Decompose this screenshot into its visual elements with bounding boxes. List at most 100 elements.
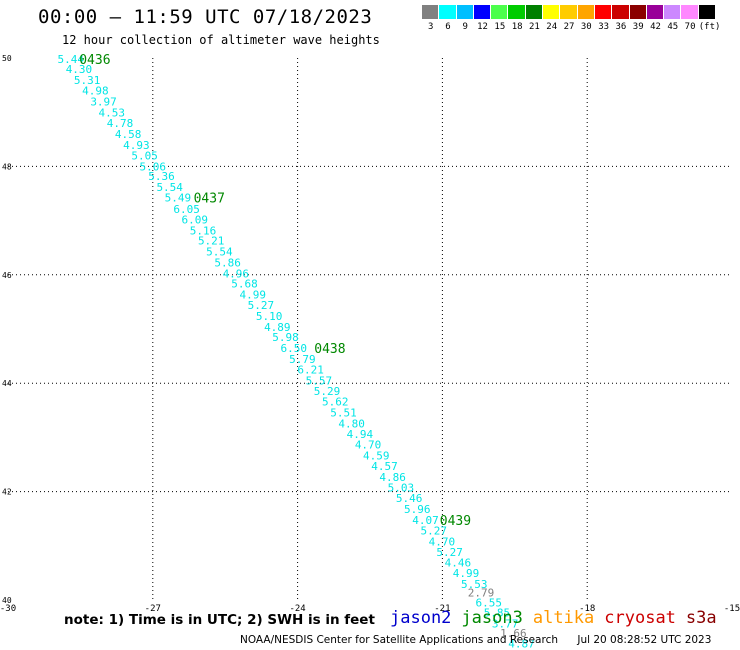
- wave-height-value: 5.54: [206, 246, 233, 259]
- wave-height-value: 5.29: [314, 385, 341, 398]
- color-legend-label: 33: [598, 22, 610, 32]
- wave-height-value: 4.94: [347, 428, 374, 441]
- color-legend-label: 39: [632, 22, 644, 32]
- color-swatch: [646, 5, 665, 19]
- wave-height-value: 6.55: [475, 596, 502, 609]
- chart-title: 00:00 – 11:59 UTC 07/18/2023: [38, 6, 373, 28]
- y-tick-label: 46: [2, 271, 12, 280]
- wave-height-value: 4.07: [412, 514, 439, 527]
- x-tick-label: -18: [579, 604, 595, 614]
- wave-height-value: 4.87: [508, 637, 535, 650]
- color-legend-label: 21: [529, 22, 540, 32]
- color-swatch: [491, 5, 509, 19]
- y-tick-label: 50: [2, 54, 12, 63]
- wave-height-value: 6.50: [280, 342, 307, 355]
- color-swatch: [508, 5, 526, 19]
- x-tick-label: -24: [289, 604, 305, 614]
- wave-height-value: 4.70: [429, 536, 456, 549]
- wave-height-value: 4.80: [338, 417, 365, 430]
- color-swatch: [612, 5, 630, 19]
- time-annotation: 0438: [314, 342, 345, 357]
- color-legend-label: 6: [445, 22, 451, 32]
- color-swatch: [698, 5, 717, 19]
- wave-height-value: 5.57: [306, 375, 333, 388]
- color-swatch: [594, 5, 613, 19]
- wave-height-value: 4.58: [115, 128, 142, 141]
- wave-height-value: 4.99: [239, 288, 266, 301]
- wave-height-value: 4.98: [82, 85, 109, 98]
- x-tick-label: -30: [0, 604, 16, 614]
- wave-height-value: 5.05: [131, 150, 158, 163]
- color-swatch: [664, 5, 682, 19]
- color-swatch: [422, 5, 440, 19]
- wave-height-value: 2.79: [468, 586, 495, 599]
- color-legend-label: 12: [477, 22, 488, 32]
- x-tick-label: -21: [434, 604, 450, 614]
- wave-height-value: 5.03: [388, 481, 415, 494]
- y-tick-label: 44: [2, 379, 12, 388]
- wave-height-value: 5.27: [248, 299, 275, 312]
- wave-height-value: 4.89: [264, 321, 291, 334]
- color-legend-label: (ft): [698, 22, 721, 32]
- color-legend-label: 36: [615, 22, 627, 32]
- wave-height-value: 4.53: [99, 106, 126, 119]
- wave-height-value: 4.93: [123, 139, 150, 152]
- color-swatch: [629, 5, 647, 19]
- color-legend-label: 45: [667, 22, 679, 32]
- time-annotation: 0439: [440, 514, 471, 529]
- wave-height-value: 5.46: [396, 492, 423, 505]
- color-swatch: [525, 5, 544, 19]
- color-legend-label: 30: [580, 22, 592, 32]
- wave-height-value: 3.97: [90, 95, 117, 108]
- wave-height-value: 5.27: [436, 546, 463, 559]
- wave-height-value: 6.21: [297, 364, 324, 377]
- color-legend-label: 18: [511, 22, 523, 32]
- wave-height-value: 5.27: [420, 525, 447, 538]
- wave-height-value: 5.44: [57, 53, 84, 66]
- color-swatch: [681, 5, 699, 19]
- color-legend-label: 24: [546, 22, 558, 32]
- y-tick-label: 48: [2, 162, 12, 171]
- wave-height-value: 5.96: [404, 503, 431, 516]
- units-note: note: 1) Time is in UTC; 2) SWH is in fe…: [64, 612, 375, 628]
- wave-height-value: 5.54: [156, 181, 183, 194]
- chart-subtitle: 12 hour collection of altimeter wave hei…: [62, 33, 380, 47]
- color-legend-label: 42: [650, 22, 661, 32]
- color-swatch: [456, 5, 474, 19]
- time-annotation: 0437: [194, 191, 225, 206]
- wave-height-value: 4.59: [363, 449, 390, 462]
- wave-height-value: 5.10: [256, 310, 283, 323]
- wave-height-value: 4.57: [371, 460, 398, 473]
- x-tick-label: -27: [145, 604, 161, 614]
- color-legend-labels: 3 6 9 12 15 18 21 24 27 30 33 36 39 42 45 70 (ft): [422, 22, 721, 32]
- wave-height-value: 5.53: [461, 578, 488, 591]
- wave-height-value: 4.70: [355, 439, 382, 452]
- wave-height-value: 4.78: [107, 117, 134, 130]
- mission-cryosat: cryosat: [604, 608, 676, 628]
- x-tick-label: -15: [724, 604, 740, 614]
- wave-height-value: 5.85: [484, 607, 511, 620]
- color-swatch: [543, 5, 561, 19]
- y-tick-label: 42: [2, 488, 12, 497]
- color-legend-label: 70: [684, 22, 696, 32]
- wave-height-value: 5.68: [231, 278, 258, 291]
- wave-height-value: 5.36: [148, 170, 175, 183]
- color-legend-label: 15: [494, 22, 506, 32]
- footer: NOAA/NESDIS Center for Satellite Applica…: [240, 634, 727, 646]
- time-annotation: 0436: [79, 53, 110, 68]
- wave-height-value: 5.49: [165, 191, 192, 204]
- wave-height-value: 5.98: [272, 331, 299, 344]
- color-legend-label: 3: [427, 22, 434, 32]
- wave-height-value: 5.62: [322, 396, 349, 409]
- mission-jason3: jason3: [461, 608, 523, 628]
- wave-height-value: 4.96: [223, 267, 250, 280]
- wave-height-value: 5.86: [214, 256, 241, 269]
- wave-height-value: 4.99: [453, 567, 480, 580]
- color-swatch: [560, 5, 578, 19]
- wave-height-value: 1.66: [500, 627, 527, 640]
- footer-timestamp: Jul 20 08:28:52 UTC 2023: [577, 634, 712, 646]
- color-swatch: [577, 5, 595, 19]
- wave-height-value: 5.06: [140, 160, 167, 173]
- mission-altika: altika: [532, 608, 595, 628]
